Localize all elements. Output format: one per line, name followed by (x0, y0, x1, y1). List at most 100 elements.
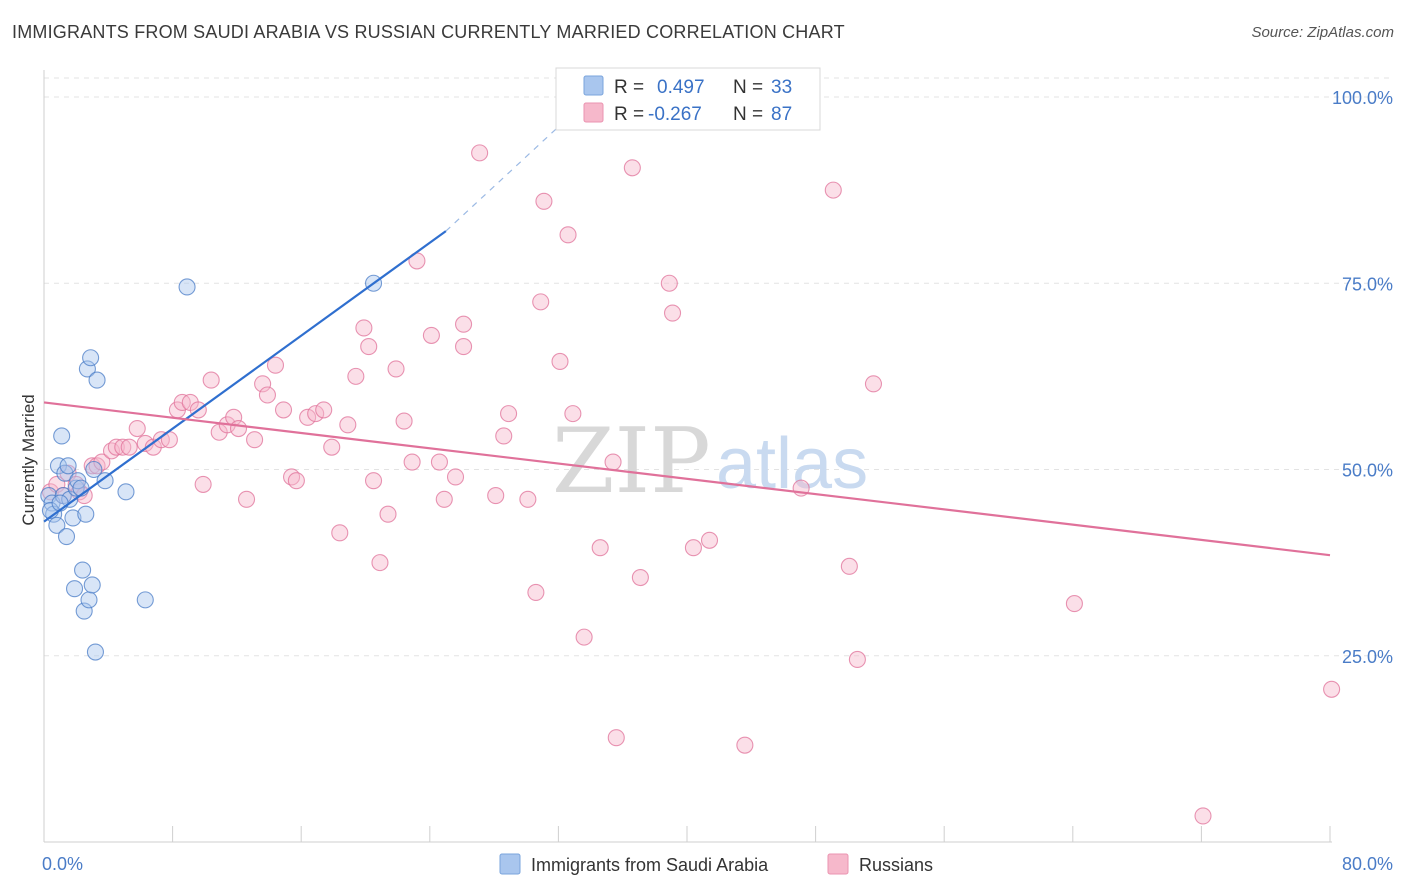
y-tick-label-0: 25.0% (1342, 647, 1393, 667)
source-label: Source: ZipAtlas.com (1251, 24, 1394, 41)
point-saudi-29 (178, 278, 196, 296)
point-russian-14 (128, 419, 146, 438)
point-russian-68 (559, 226, 577, 244)
point-russian-80 (736, 736, 754, 754)
point-russian-86 (1065, 595, 1083, 613)
point-russian-78 (684, 539, 702, 557)
legend-r-label-2: R = (614, 104, 644, 125)
point-russian-45 (360, 338, 378, 356)
point-russian-38 (307, 405, 325, 423)
point-saudi-23 (85, 460, 103, 479)
bottom-legend-label-blue: Immigrants from Saudi Arabia (531, 855, 769, 875)
legend-swatch-pink (583, 102, 604, 123)
point-russian-34 (274, 401, 293, 419)
point-saudi-5 (53, 427, 71, 445)
point-russian-72 (604, 453, 622, 471)
point-russian-48 (379, 505, 397, 523)
point-russian-46 (364, 472, 383, 490)
point-russian-12 (114, 438, 132, 456)
point-russian-61 (495, 427, 513, 445)
point-russian-43 (347, 367, 365, 385)
point-saudi-21 (82, 349, 100, 367)
point-russian-51 (403, 453, 421, 471)
point-saudi-17 (75, 602, 93, 620)
legend-swatch-blue (583, 75, 604, 96)
legend-r-value-2: -0.267 (648, 104, 702, 125)
point-russian-75 (631, 568, 649, 587)
point-russian-79 (700, 531, 719, 549)
point-russian-63 (519, 490, 537, 508)
legend-r-value-1: 0.497 (657, 77, 705, 98)
point-russian-39 (315, 401, 333, 419)
point-russian-58 (455, 338, 473, 356)
point-russian-77 (663, 304, 682, 322)
bottom-legend: Immigrants from Saudi Arabia Russians (499, 853, 933, 875)
point-russian-62 (500, 405, 518, 423)
point-saudi-25 (88, 371, 106, 389)
point-russian-83 (840, 557, 858, 575)
legend-n-value-2: 87 (771, 104, 792, 125)
point-russian-44 (355, 319, 373, 337)
y-axis-label: Currently Married (19, 394, 38, 525)
point-saudi-22 (83, 576, 101, 594)
point-russian-36 (287, 472, 305, 490)
point-russian-64 (527, 583, 545, 601)
point-russian-66 (535, 192, 553, 210)
y-tick-label-3: 100.0% (1332, 88, 1393, 108)
gridlines (44, 77, 1392, 657)
point-saudi-11 (64, 509, 82, 527)
legend-n-label-2: N = (733, 104, 763, 125)
point-russian-24 (202, 371, 220, 389)
point-russian-42 (339, 416, 357, 434)
point-russian-23 (194, 475, 212, 493)
point-russian-67 (551, 352, 569, 371)
legend-n-value-1: 33 (771, 77, 792, 98)
point-russian-30 (246, 431, 264, 449)
top-legend: R = 0.497 N = 33 R = -0.267 N = 87 (555, 67, 821, 131)
legend-r-label-1: R = (614, 77, 644, 98)
x-tick-label-0: 0.0% (42, 854, 83, 874)
point-russian-49 (387, 360, 405, 378)
point-russian-85 (864, 375, 883, 393)
point-russian-69 (564, 405, 582, 423)
axes (43, 70, 1332, 843)
point-russian-88 (1323, 680, 1341, 698)
point-russian-11 (107, 438, 125, 456)
trend-line-russian (43, 401, 1331, 557)
point-russian-57 (455, 315, 473, 333)
point-saudi-9 (59, 457, 77, 475)
y-tick-label-2: 75.0% (1342, 274, 1393, 294)
point-russian-55 (435, 490, 453, 508)
point-russian-87 (1194, 807, 1212, 825)
point-russian-41 (331, 524, 349, 542)
point-russian-71 (591, 539, 609, 557)
point-russian-50 (395, 412, 413, 430)
point-saudi-28 (136, 591, 154, 609)
point-russian-76 (660, 274, 678, 292)
legend-n-label-1: N = (733, 77, 763, 98)
point-russian-65 (532, 293, 550, 311)
trend-line-saudi-extension (445, 96, 591, 232)
point-saudi-18 (77, 505, 95, 523)
point-russian-31 (254, 375, 272, 393)
point-saudi-19 (78, 360, 96, 378)
point-saudi-8 (57, 527, 76, 546)
bottom-legend-swatch-blue (499, 853, 521, 875)
point-russian-56 (446, 468, 465, 486)
point-russian-40 (323, 438, 341, 456)
point-russian-60 (487, 487, 505, 505)
point-russian-29 (237, 490, 256, 508)
point-russian-32 (258, 386, 276, 404)
trend-line-saudi (43, 230, 447, 523)
point-russian-59 (471, 144, 489, 162)
point-saudi-20 (80, 591, 98, 609)
point-russian-74 (623, 159, 641, 177)
point-saudi-16 (74, 561, 92, 579)
point-russian-73 (607, 729, 625, 747)
point-saudi-26 (96, 472, 114, 490)
y-tick-label-1: 50.0% (1342, 461, 1393, 481)
point-russian-47 (371, 554, 389, 572)
point-russian-84 (848, 650, 866, 669)
point-russian-33 (266, 356, 285, 374)
